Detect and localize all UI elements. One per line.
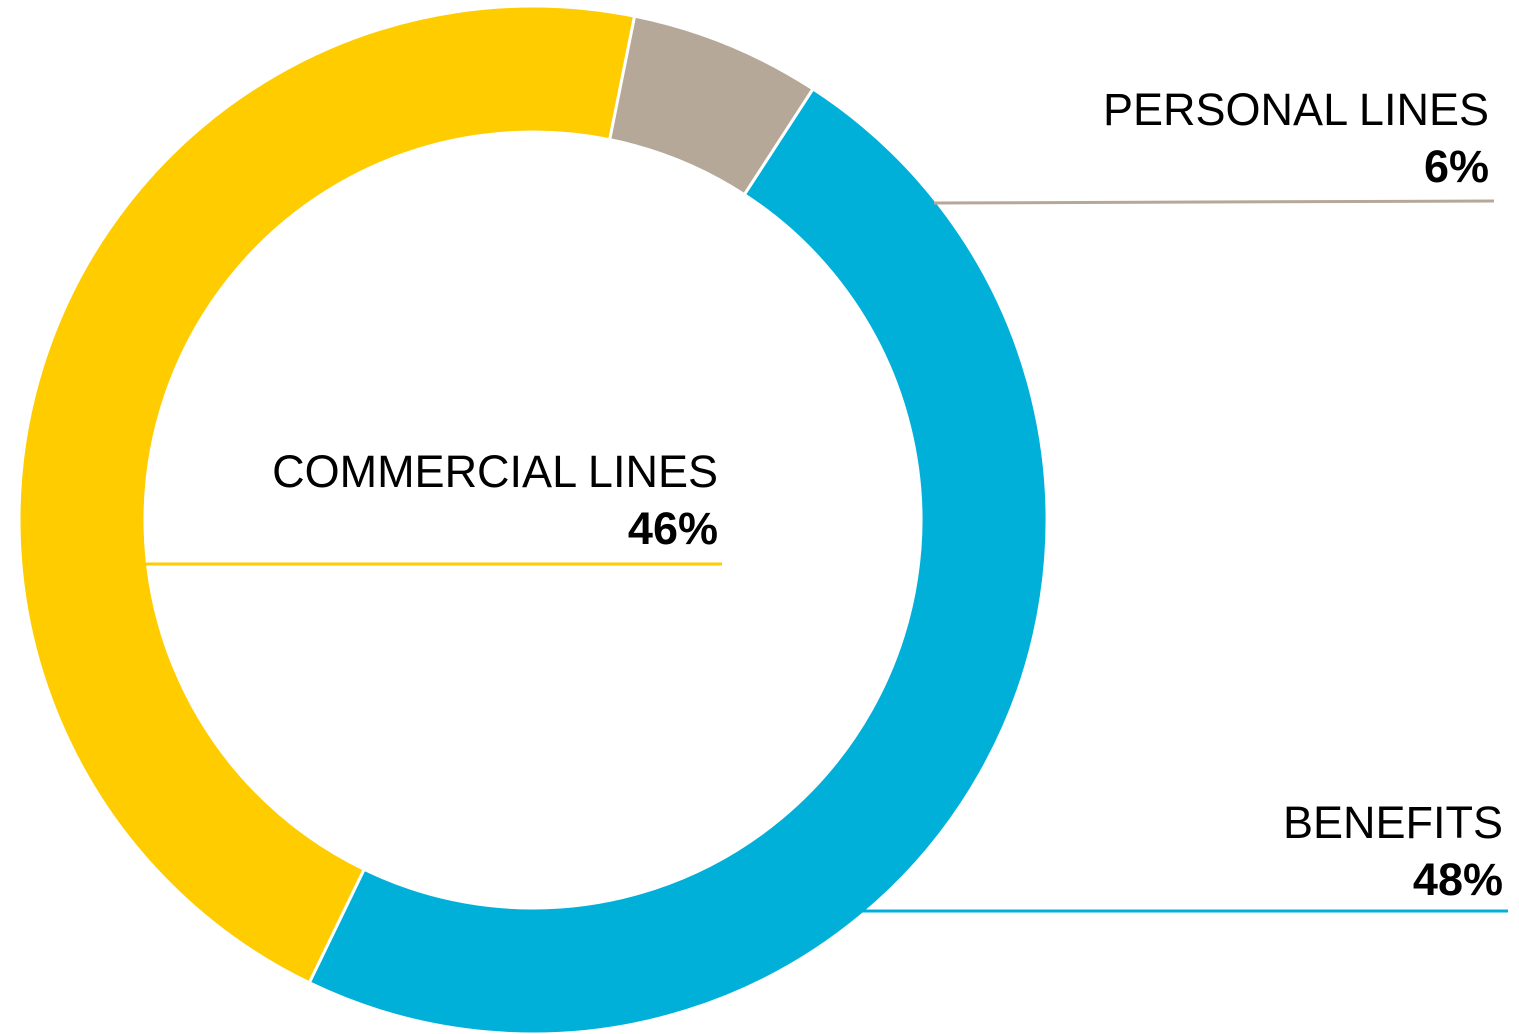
slice-label-personal-lines: PERSONAL LINES	[1103, 84, 1489, 135]
slice-value-personal-lines: 6%	[1424, 141, 1489, 192]
slice-personal-lines	[607, 14, 816, 197]
slice-label-commercial-lines: COMMERCIAL LINES	[272, 446, 718, 497]
slice-value-benefits: 48%	[1413, 854, 1503, 905]
slice-label-benefits: BENEFITS	[1283, 797, 1503, 848]
slice-value-commercial-lines: 46%	[628, 503, 718, 554]
leader-line-personal-lines	[933, 199, 1495, 205]
donut-slices	[17, 4, 1049, 1034]
slice-benefits	[307, 86, 1049, 1034]
slice-commercial-lines	[17, 4, 637, 985]
